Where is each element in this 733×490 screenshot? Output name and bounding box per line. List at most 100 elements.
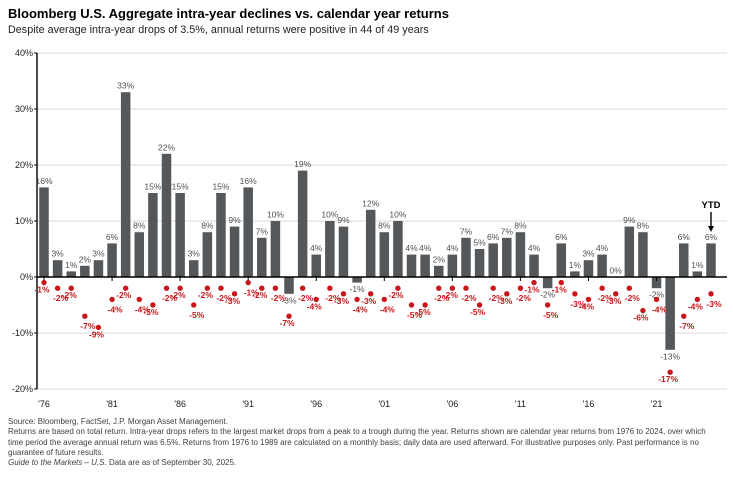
bar-label-1983: 8% — [133, 221, 146, 231]
bar-label-1989: 15% — [212, 182, 229, 192]
bar-2007 — [461, 237, 471, 277]
decline-label-1979: -7% — [80, 321, 96, 331]
decline-label-2007: -2% — [461, 293, 477, 303]
dot-1987 — [191, 302, 197, 308]
dot-2014 — [558, 279, 564, 286]
bar-1980 — [93, 260, 104, 277]
dot-2021 — [653, 296, 660, 303]
bar-label-1994: -3% — [281, 295, 297, 305]
dot-1979 — [82, 313, 88, 319]
chart-subtitle: Despite average intra-year drops of 3.5%… — [8, 24, 429, 36]
gtm-date: Data are as of September 30, 2025. — [106, 458, 237, 468]
source-line: Source: Bloomberg, FactSet, J.P. Morgan … — [8, 417, 228, 426]
dot-2004 — [422, 302, 428, 308]
bar-1977 — [52, 260, 63, 277]
decline-label-2018: -3% — [606, 296, 622, 306]
decline-label-1978: -2% — [62, 290, 78, 300]
decline-label-2024: -4% — [688, 301, 704, 311]
bar-label-1980: 3% — [92, 249, 105, 259]
bar-label-2022: -13% — [660, 351, 680, 361]
dot-2018 — [613, 291, 619, 297]
bar-1981 — [107, 243, 117, 277]
bar-2017 — [597, 254, 607, 277]
gtm-italic: Guide to the Markets – U.S. — [8, 458, 107, 468]
bar-1976 — [39, 187, 49, 277]
y-axis-label: -20% — [12, 384, 33, 394]
dot-2005 — [436, 285, 442, 291]
decline-label-2020: -6% — [633, 313, 649, 323]
bar-label-2011: 8% — [514, 221, 527, 231]
bar-2021 — [651, 277, 662, 289]
bar-label-2013: -2% — [540, 290, 556, 300]
decline-label-2008: -5% — [470, 307, 486, 317]
y-axis-label: 0% — [20, 272, 33, 282]
bar-2013 — [542, 277, 553, 289]
bar-label-2009: 6% — [487, 232, 500, 242]
decline-label-1989: -2% — [216, 293, 232, 303]
dot-2002 — [395, 285, 401, 291]
y-axis-label: 40% — [15, 48, 33, 58]
bar-label-2008: 5% — [473, 238, 486, 248]
dot-1986 — [177, 285, 183, 291]
gtm-line: Guide to the Markets – U.S. Data are as … — [8, 458, 720, 468]
dot-1984 — [150, 302, 156, 308]
decline-label-2005: -2% — [434, 293, 450, 303]
bar-2009 — [488, 243, 498, 277]
x-axis-label: '16 — [583, 399, 595, 409]
bar-label-2024: 1% — [691, 260, 704, 270]
dot-1982 — [122, 285, 129, 291]
dot-1999 — [354, 296, 360, 303]
decline-label-2023: -7% — [679, 321, 695, 331]
bar-2001 — [379, 232, 390, 277]
decline-label-2022: -17% — [658, 374, 678, 384]
bar-1987 — [188, 260, 199, 277]
decline-label-1996: -4% — [307, 301, 323, 311]
bar-label-1987: 3% — [188, 249, 201, 259]
dot-2022 — [667, 369, 673, 375]
bar-2005 — [433, 265, 444, 277]
bar-1990 — [229, 226, 240, 277]
bar-label-2025: 6% — [705, 232, 718, 242]
decline-label-2012: -1% — [524, 285, 540, 295]
decline-label-2014: -1% — [552, 285, 568, 295]
decline-label-1980: -9% — [89, 329, 105, 339]
dot-1997 — [327, 285, 333, 291]
decline-label-1994: -7% — [279, 318, 295, 328]
bar-label-1999: -1% — [350, 284, 366, 294]
bar-2023 — [679, 243, 689, 277]
bar-1988 — [202, 232, 213, 277]
dot-2007 — [463, 285, 469, 291]
bar-2012 — [529, 254, 539, 277]
x-axis-label: '76 — [38, 399, 50, 409]
bar-1998 — [338, 226, 349, 277]
dot-2020 — [640, 307, 646, 314]
bar-label-2003: 4% — [405, 243, 418, 253]
dot-1983 — [136, 296, 142, 303]
dot-1992 — [259, 285, 265, 291]
bar-label-2014: 6% — [555, 232, 568, 242]
decline-label-2001: -4% — [380, 304, 396, 314]
decline-label-1976: -1% — [34, 285, 50, 295]
dot-1978 — [68, 285, 74, 291]
x-axis-label: '86 — [174, 399, 186, 409]
x-axis-label: '96 — [310, 399, 322, 409]
bar-label-1991: 16% — [240, 176, 257, 186]
bar-2022 — [665, 277, 675, 350]
dot-2001 — [381, 296, 387, 303]
bar-1983 — [134, 232, 145, 277]
dot-1994 — [286, 313, 292, 319]
decline-label-1993: -2% — [271, 293, 287, 303]
dot-2013 — [544, 302, 551, 308]
bar-label-1976: 16% — [35, 176, 52, 186]
bar-label-1992: 7% — [256, 226, 269, 236]
footer: Source: Bloomberg, FactSet, J.P. Morgan … — [8, 417, 720, 468]
bar-label-1998: 9% — [337, 215, 350, 225]
dot-2008 — [476, 302, 483, 308]
bar-label-1997: 10% — [321, 210, 338, 220]
bar-1985 — [161, 153, 172, 277]
bar-1986 — [175, 193, 185, 277]
bar-label-2012: 4% — [528, 243, 541, 253]
decline-label-2013: -5% — [543, 310, 559, 320]
decline-label-1982: -2% — [116, 290, 132, 300]
decline-label-1992: -2% — [252, 290, 268, 300]
